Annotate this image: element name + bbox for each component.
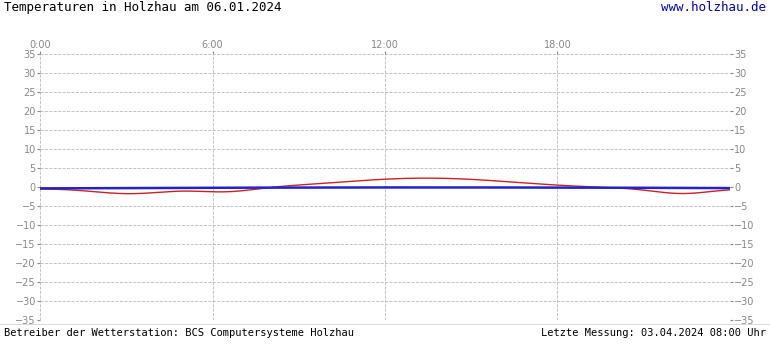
Text: Betreiber der Wetterstation: BCS Computersysteme Holzhau: Betreiber der Wetterstation: BCS Compute…: [4, 328, 354, 338]
Text: Letzte Messung: 03.04.2024 08:00 Uhr: Letzte Messung: 03.04.2024 08:00 Uhr: [541, 328, 766, 338]
Text: www.holzhau.de: www.holzhau.de: [661, 1, 766, 14]
Text: Temperaturen in Holzhau am 06.01.2024: Temperaturen in Holzhau am 06.01.2024: [4, 1, 281, 14]
